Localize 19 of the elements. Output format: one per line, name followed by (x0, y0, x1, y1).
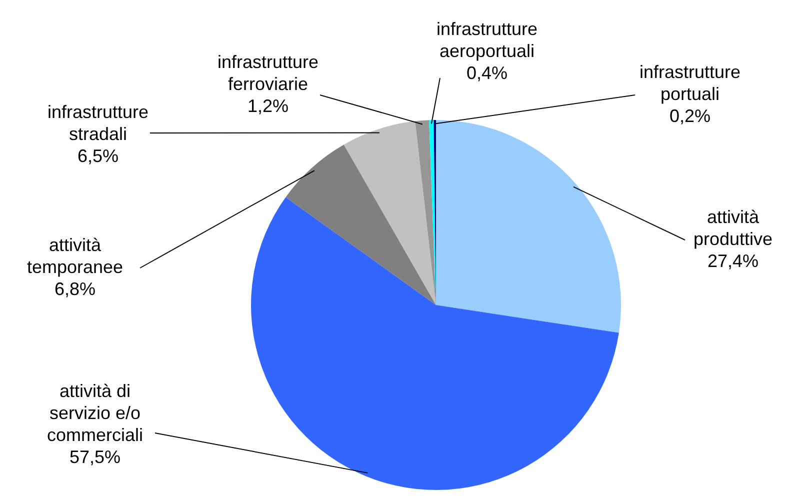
slice-label: infrastrutture stradali (47, 102, 149, 144)
data-label: 57,5% (69, 447, 121, 467)
slice-label: attività produttive (693, 207, 773, 249)
data-label: 1,2% (247, 96, 289, 116)
slice-label: infrastrutture aeroportuali (436, 19, 538, 61)
pie-slice (286, 144, 436, 305)
pie-slice (344, 121, 436, 305)
data-label: 27,4% (707, 251, 759, 271)
data-label: 0,2% (669, 106, 711, 126)
slice-label: attività temporanee (26, 235, 124, 277)
pie-slice (436, 120, 621, 333)
data-label: 6,5% (77, 146, 119, 166)
slice-label: infrastrutture ferroviarie (217, 52, 319, 94)
slice-label: attività di servizio e/o commerciali (46, 381, 144, 445)
data-label: 0,4% (466, 63, 508, 83)
data-label: 6,8% (54, 279, 96, 299)
slice-label: infrastrutture portuali (639, 62, 741, 104)
pie-slice (251, 197, 619, 490)
pie-slice (415, 120, 436, 305)
